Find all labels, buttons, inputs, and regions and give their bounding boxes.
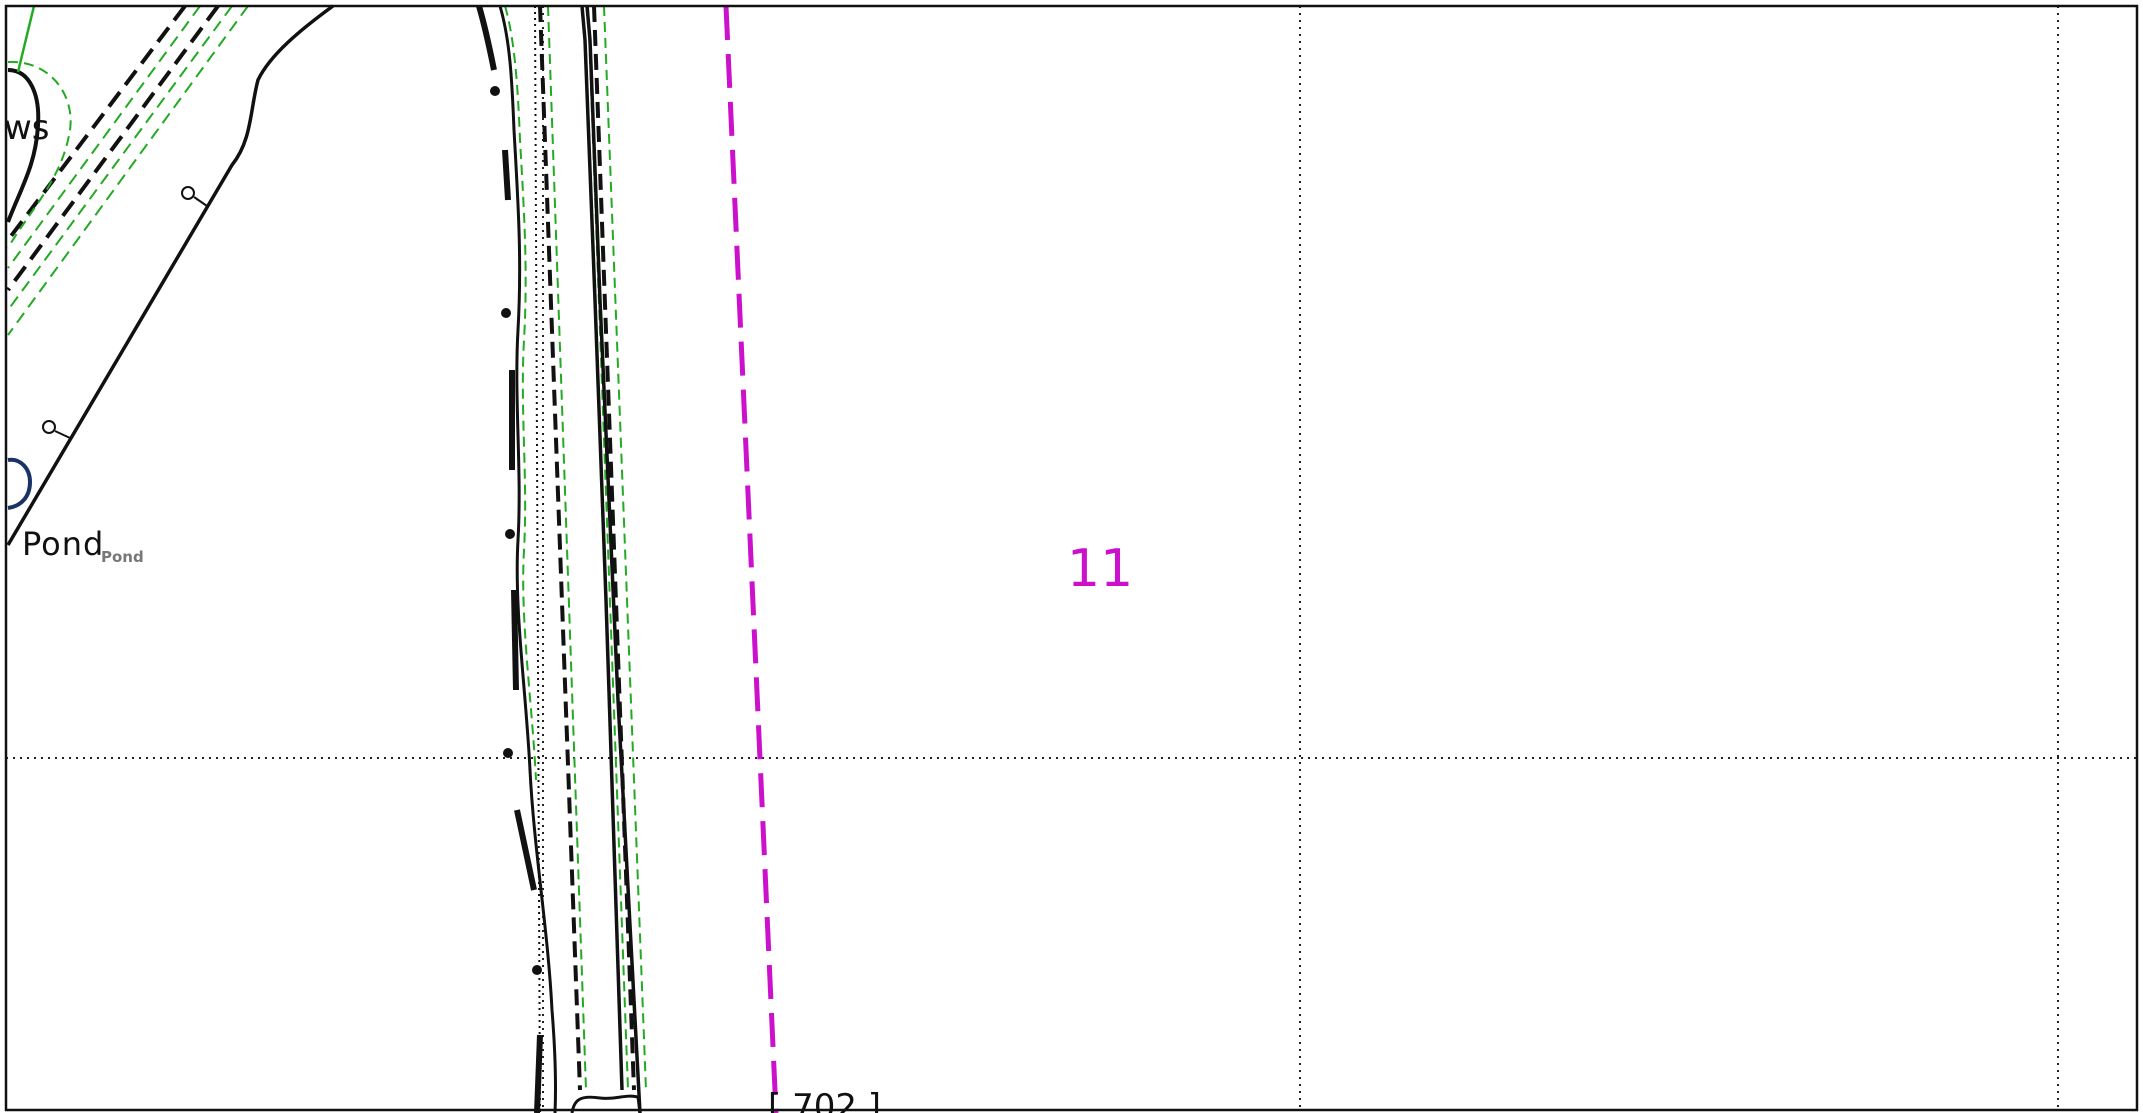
grid-lines [6,6,2138,1110]
road-end-outline [570,1094,642,1113]
track-dotted [534,5,541,1113]
place-label-fragment: ws [4,108,50,148]
building-edge-green [7,60,72,249]
road-edge-green [504,5,537,781]
road-boundary-green [7,5,249,336]
diagonal-road [6,4,249,336]
pond-outline [7,457,33,510]
boundary-dot [505,529,515,539]
pin-marker [181,186,195,200]
road-edge-solid [585,5,642,1113]
road-edge-solid [498,5,558,1113]
boundary-long-dash [476,5,543,1113]
main-road [538,5,647,1113]
pin-markers [42,186,208,439]
boundary-green-solid [16,5,36,73]
road-edge-dashed [6,4,187,242]
boundary-dot [532,965,542,975]
pond-label-small: Pond [101,548,144,566]
road-reference-label: [ 702 ] [768,1087,881,1113]
pin-tick [54,430,71,439]
pin-marker [42,420,56,434]
boundary-dot [501,308,511,318]
pin-tick [193,196,208,207]
parcel-number-label: 11 [1067,539,1133,599]
road-boundary-green [603,5,647,1091]
road-boundary-green [547,5,587,1091]
field-boundary [6,4,335,546]
boundary-dot [490,86,500,96]
road-edge-solid [580,5,624,1091]
boundary-dot [503,748,513,758]
road-boundary-green [7,5,201,269]
building-outline [6,5,72,249]
pond-label: Pond [22,525,104,563]
road-edge-dashed [592,5,636,1091]
road-edge-dashed [538,5,582,1091]
road-boundary-green [7,5,233,311]
map-frame [4,4,2139,1112]
road-edge-dashed [6,4,220,292]
building-edge [6,68,41,223]
parcel-boundary-magenta [723,5,779,1113]
